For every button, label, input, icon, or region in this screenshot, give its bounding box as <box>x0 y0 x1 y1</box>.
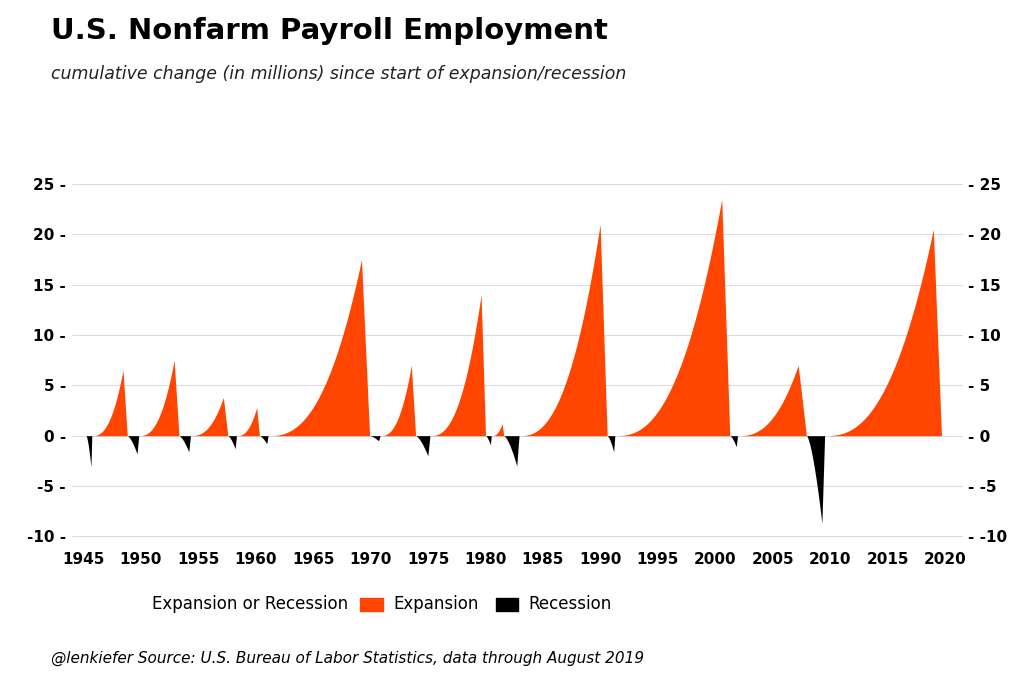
Text: Expansion or Recession: Expansion or Recession <box>152 596 358 613</box>
Text: Expansion: Expansion <box>393 596 478 613</box>
Text: cumulative change (in millions) since start of expansion/recession: cumulative change (in millions) since st… <box>51 65 627 83</box>
Text: Recession: Recession <box>528 596 611 613</box>
Text: U.S. Nonfarm Payroll Employment: U.S. Nonfarm Payroll Employment <box>51 17 608 45</box>
Bar <box>360 598 383 611</box>
Bar <box>496 598 518 611</box>
Text: @lenkiefer Source: U.S. Bureau of Labor Statistics, data through August 2019: @lenkiefer Source: U.S. Bureau of Labor … <box>51 651 644 666</box>
